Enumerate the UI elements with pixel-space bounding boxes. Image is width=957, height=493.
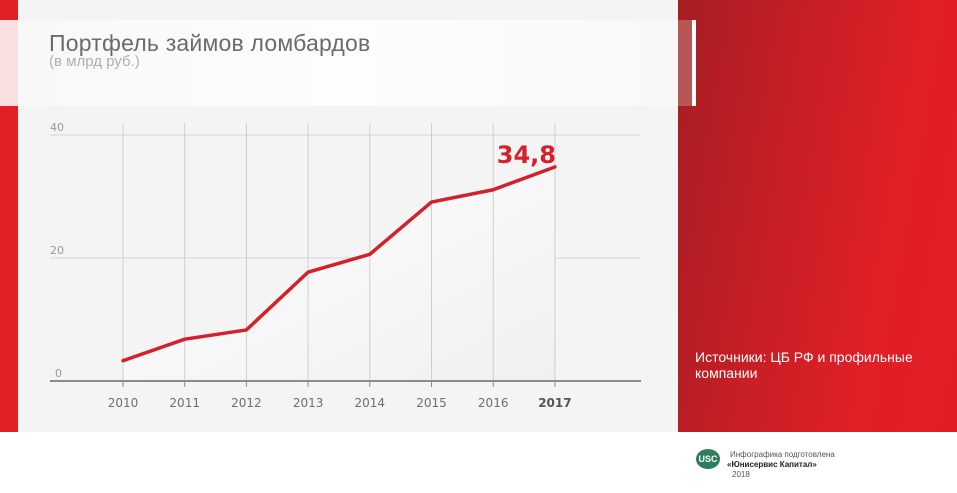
highlight-value-label: 34,8 <box>497 141 556 169</box>
x-tick-label: 2014 <box>355 396 386 410</box>
left-accent-strip-light <box>0 20 18 106</box>
x-tick-label: 2015 <box>416 396 447 410</box>
data-line <box>121 165 557 363</box>
y-tick-label: 0 <box>55 367 62 380</box>
x-tick-label: 2017 <box>538 396 571 410</box>
line-chart: 0 20 40 2010 2011 2012 2013 2014 2015 2016 2017 3… <box>50 121 641 410</box>
chart-subtitle: (в млрд руб.) <box>49 53 140 70</box>
y-tick-label: 40 <box>50 121 64 134</box>
footer <box>0 432 957 493</box>
usc-logo-icon: USC <box>696 449 720 469</box>
sources-text: Источники: ЦБ РФ и профильные компании <box>695 349 913 381</box>
credit-line-1: Инфографика подготовлена <box>730 450 835 459</box>
y-tick-label: 20 <box>50 244 64 257</box>
chart-title: Портфель займов ломбардов <box>49 30 371 56</box>
credit-year: 2018 <box>732 470 750 479</box>
title-box-edge-highlight <box>692 20 696 106</box>
title-box-edge <box>678 20 692 106</box>
credit-line-2: «Юнисервис Капитал» <box>727 460 817 469</box>
left-accent-strip <box>0 0 18 432</box>
x-tick-label: 2013 <box>293 396 324 410</box>
x-axis-labels: 2010 2011 2012 2013 2014 2015 2016 2017 <box>108 396 572 410</box>
y-axis-labels: 0 20 40 <box>50 121 64 380</box>
area-fill <box>123 166 555 381</box>
x-tick-label: 2016 <box>478 396 509 410</box>
vertical-gridlines <box>122 123 556 381</box>
sources-panel <box>678 0 957 432</box>
x-tick-label: 2011 <box>169 396 200 410</box>
title-box <box>18 20 678 106</box>
x-axis-ticks <box>122 381 556 387</box>
x-tick-label: 2010 <box>108 396 139 410</box>
x-tick-label: 2012 <box>231 396 262 410</box>
